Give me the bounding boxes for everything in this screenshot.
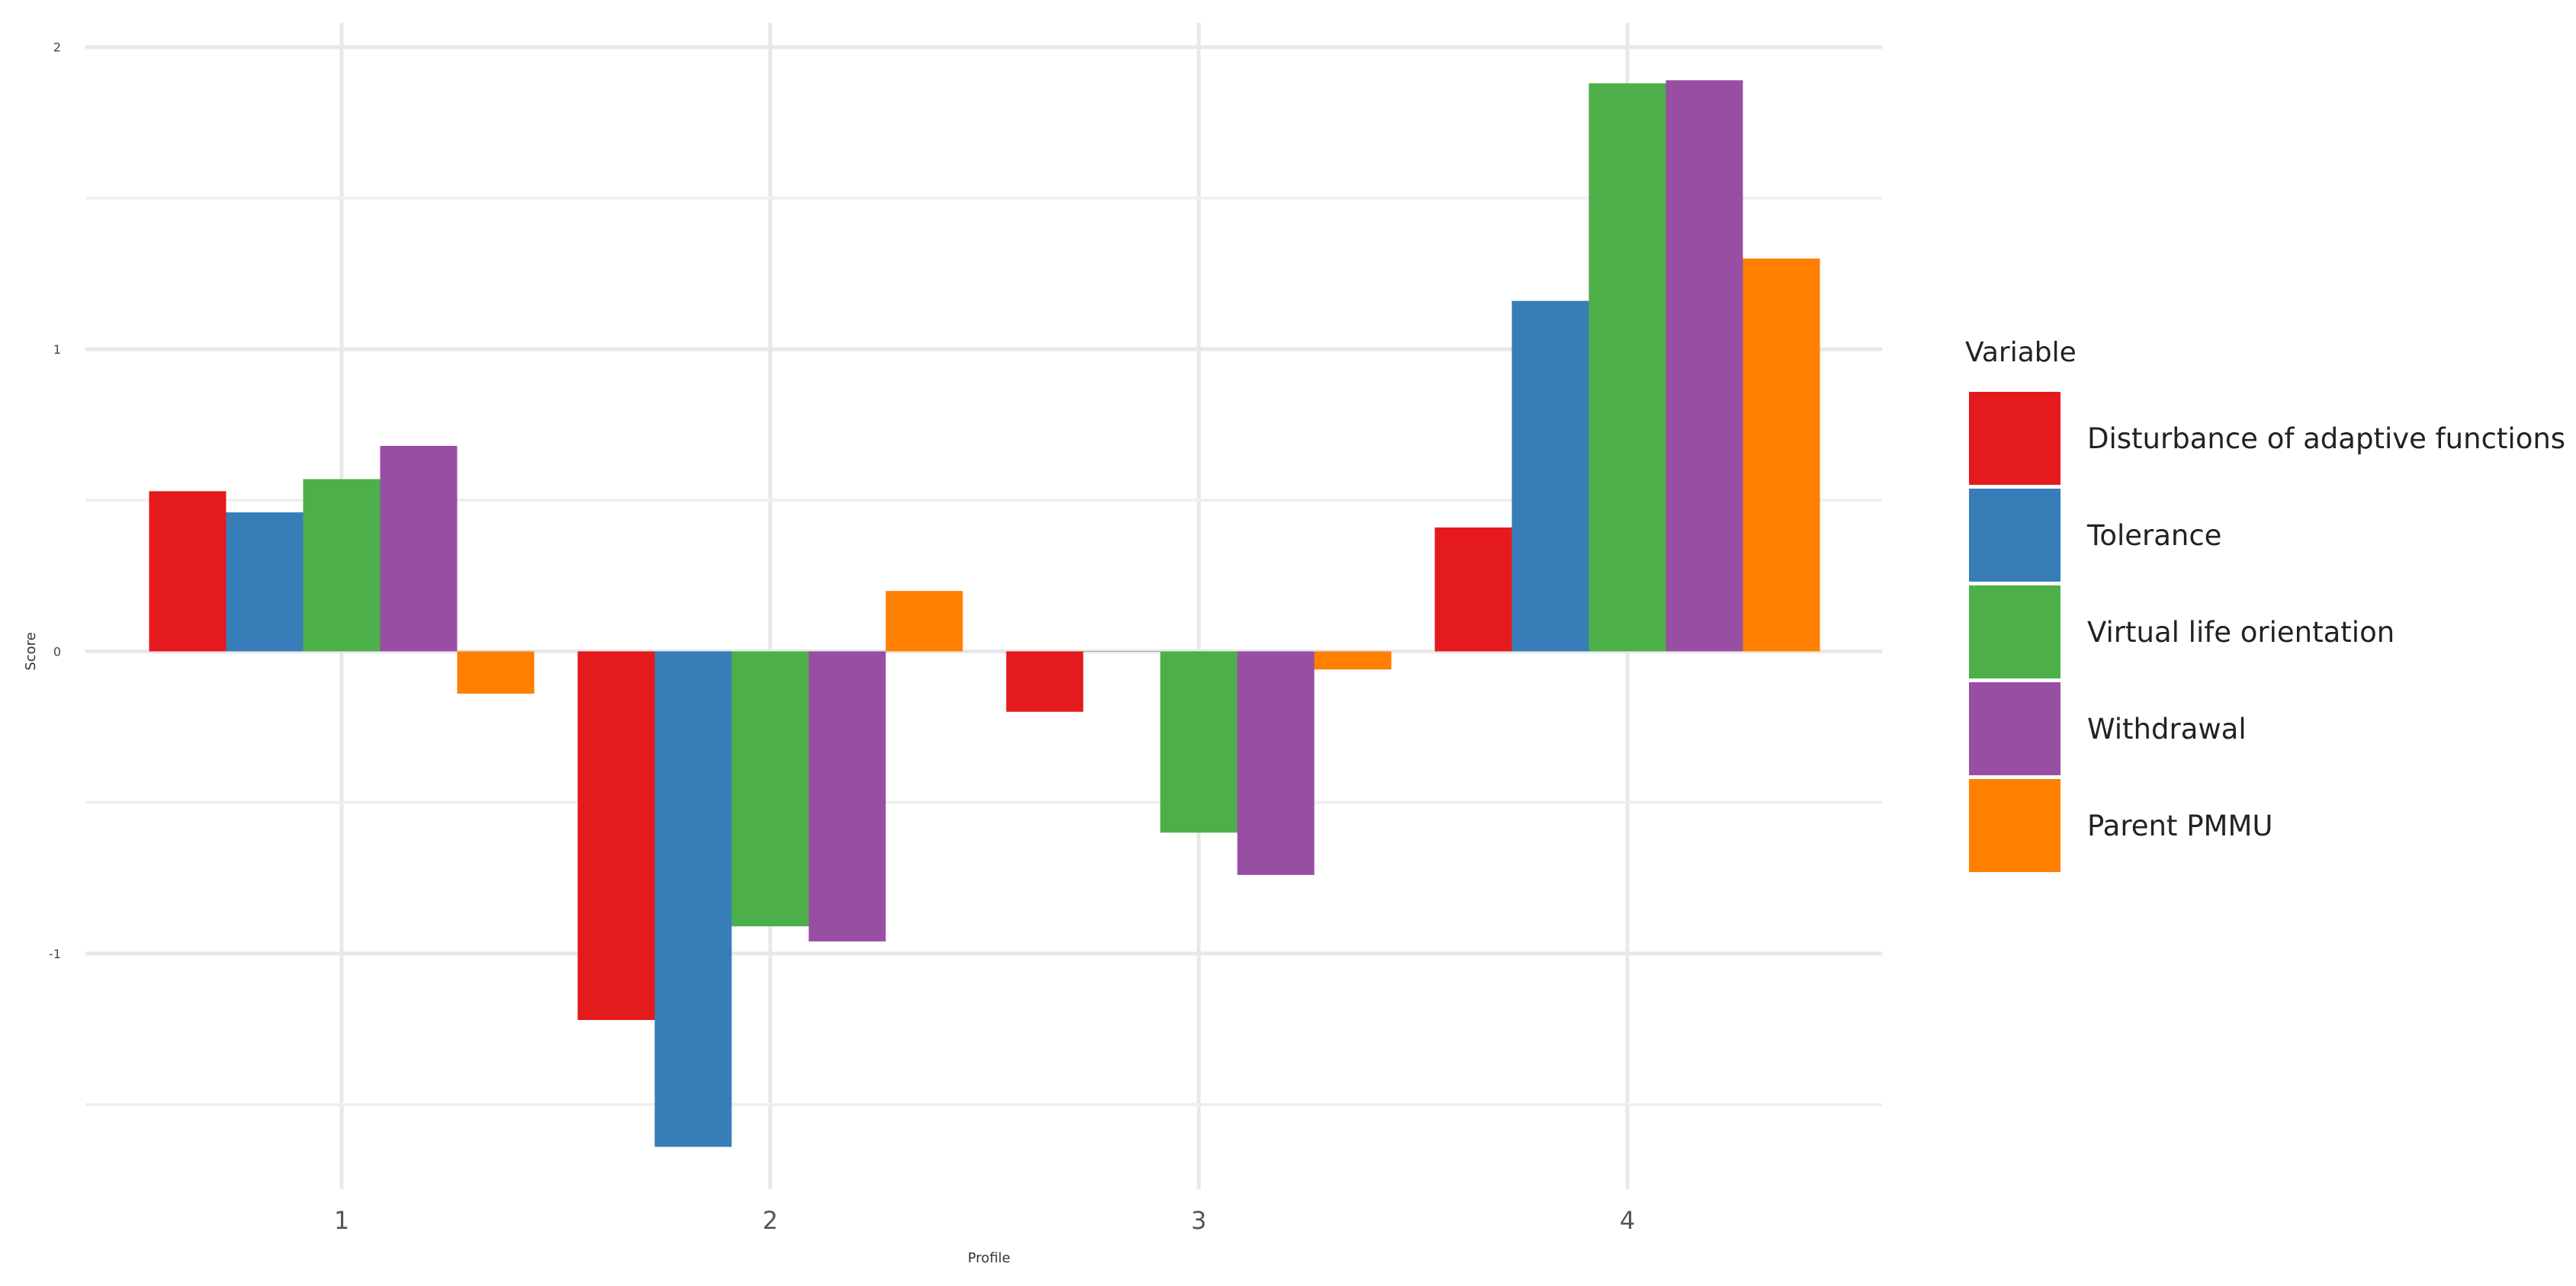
y-tick-label: 0: [53, 644, 61, 659]
bar: [654, 651, 732, 1147]
x-axis-title: Profile: [968, 1250, 1010, 1266]
bar: [1006, 651, 1084, 712]
bar: [380, 445, 458, 652]
legend-label: Parent PMMU: [2087, 810, 2272, 842]
bar: [1742, 258, 1820, 652]
bar: [1160, 651, 1238, 833]
bar: [1083, 651, 1161, 652]
legend-key: [1969, 489, 2060, 582]
legend-label: Disturbance of adaptive functions: [2087, 422, 2565, 455]
legend-label: Tolerance: [2086, 519, 2221, 552]
bar: [1588, 83, 1666, 652]
legend-key: [1969, 392, 2060, 485]
legend-key: [1969, 585, 2060, 678]
x-tick-label: 4: [1620, 1206, 1635, 1235]
bar: [303, 479, 381, 652]
y-tick-label: -1: [49, 947, 61, 961]
bar: [1434, 527, 1512, 652]
legend-label: Virtual life orientation: [2087, 616, 2395, 649]
bar: [226, 512, 304, 652]
x-tick-label: 3: [1191, 1206, 1206, 1235]
bar: [885, 591, 963, 652]
legend-label: Withdrawal: [2087, 713, 2247, 746]
bar: [731, 651, 809, 927]
bar: [457, 651, 535, 694]
bars: [149, 80, 1820, 1147]
bar: [1237, 651, 1315, 875]
y-axis-title: Score: [23, 632, 39, 670]
x-tick-label: 2: [763, 1206, 778, 1235]
x-tick-label: 1: [334, 1206, 349, 1235]
bar: [149, 491, 226, 652]
bar: [1314, 651, 1392, 670]
legend: Variable Disturbance of adaptive functio…: [1965, 337, 2565, 872]
bar: [577, 651, 655, 1021]
bar: [1665, 80, 1743, 652]
legend-key: [1969, 779, 2060, 872]
y-tick-label: 1: [53, 342, 61, 357]
tick-labels: 1 2 3 4 -1 0 1 2: [49, 40, 1635, 1235]
legend-title: Variable: [1965, 337, 2077, 368]
bar: [1511, 300, 1589, 652]
legend-key: [1969, 682, 2060, 775]
y-tick-label: 2: [53, 40, 61, 55]
bar: [808, 651, 886, 941]
